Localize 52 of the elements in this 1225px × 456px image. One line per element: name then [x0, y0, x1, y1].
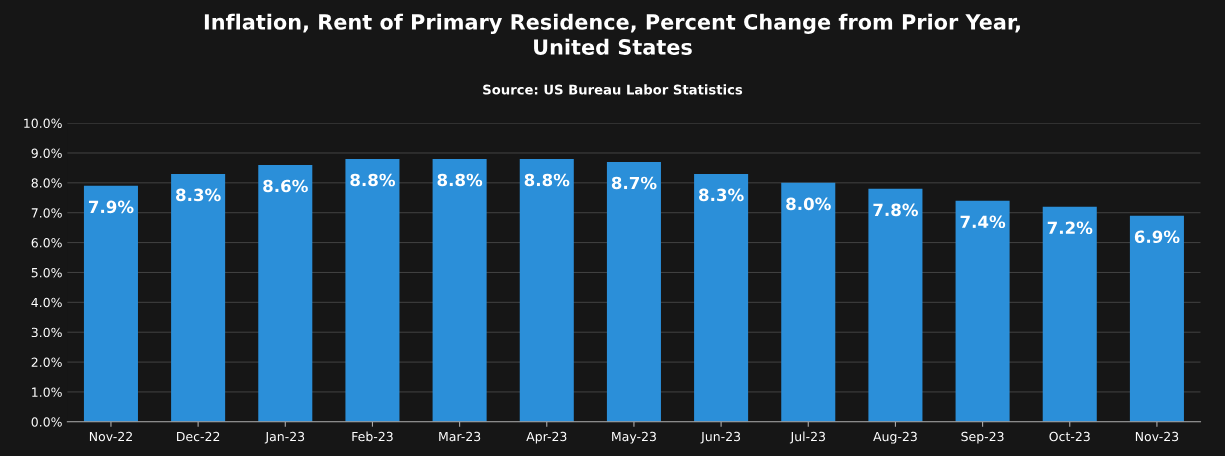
data-label: 8.7%: [611, 176, 657, 190]
data-label: 7.9%: [88, 200, 134, 214]
y-tick-label: 3.0%: [31, 327, 62, 338]
x-tick-label: Nov-22: [89, 431, 132, 442]
y-tick-label: 8.0%: [31, 178, 62, 188]
data-label: 8.6%: [263, 179, 308, 193]
data-label: 8.3%: [699, 188, 744, 202]
x-tick-label: Jul-23: [789, 431, 826, 444]
bar: [258, 164, 313, 422]
x-tick-label: May-23: [612, 431, 656, 444]
x-tick-label: Jan-23: [264, 431, 305, 444]
x-tick-label: Oct-23: [1049, 431, 1090, 442]
x-tick-label: Feb-23: [352, 431, 393, 442]
bar: [171, 173, 226, 422]
y-tick-label: 2.0%: [31, 357, 62, 367]
data-label: 8.8%: [437, 173, 483, 187]
data-label: 7.8%: [873, 203, 919, 217]
x-tick-label: Sep-23: [961, 431, 1004, 444]
x-tick-label: Apr-23: [526, 431, 567, 444]
x-tick-label: Mar-23: [439, 431, 481, 442]
bar: [1042, 206, 1097, 422]
x-tick-label: Nov-23: [1135, 431, 1179, 442]
chart-title: Inflation, Rent of Primary Residence, Percent Change from Prior Year, United States: [204, 13, 1020, 55]
data-label: 8.3%: [176, 188, 221, 202]
bar: [345, 158, 400, 422]
y-tick-label: 6.0%: [31, 238, 62, 248]
y-tick-label: 4.0%: [31, 297, 62, 308]
y-tick-label: 0.0%: [31, 417, 62, 427]
y-tick-label: 9.0%: [31, 148, 62, 158]
bar: [781, 182, 836, 422]
bar: [1129, 215, 1184, 422]
data-label: 7.2%: [1047, 221, 1093, 235]
y-tick-label: 10.0%: [24, 118, 62, 129]
bar: [868, 188, 923, 422]
x-tick-label: Dec-22: [177, 431, 220, 442]
bar: [694, 173, 749, 422]
bar: [606, 161, 661, 422]
chart-subtitle: Source: US Bureau Labor Statistics: [483, 84, 743, 95]
y-tick-label: 7.0%: [31, 208, 62, 218]
y-tick-label: 5.0%: [31, 267, 62, 278]
bar: [432, 158, 487, 422]
x-tick-label: Jun-23: [700, 431, 741, 444]
data-label: 7.4%: [960, 215, 1006, 229]
y-tick-label: 1.0%: [32, 387, 62, 397]
bar: [955, 200, 1010, 422]
data-label: 8.8%: [524, 173, 570, 187]
x-tick-label: Aug-23: [873, 431, 917, 444]
data-label: 8.8%: [350, 173, 396, 187]
data-label: 6.9%: [1134, 230, 1180, 244]
data-label: 8.0%: [786, 197, 831, 211]
bar: [519, 158, 574, 422]
bar: [83, 185, 138, 422]
